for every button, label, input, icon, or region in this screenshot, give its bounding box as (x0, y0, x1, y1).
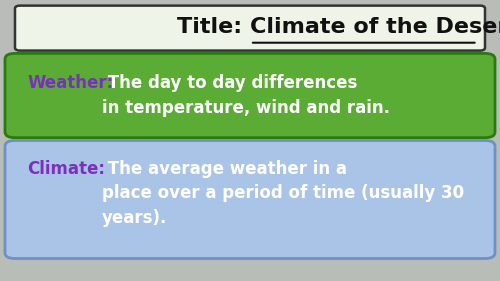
Text: Climate of the Desert: Climate of the Desert (250, 17, 500, 37)
Text: Title:: Title: (177, 17, 250, 37)
FancyBboxPatch shape (5, 53, 495, 138)
Text: Weather:: Weather: (28, 74, 114, 92)
FancyBboxPatch shape (5, 140, 495, 259)
Text: The day to day differences
in temperature, wind and rain.: The day to day differences in temperatur… (102, 74, 390, 117)
FancyBboxPatch shape (15, 6, 485, 51)
Text: The average weather in a
place over a period of time (usually 30
years).: The average weather in a place over a pe… (102, 160, 464, 227)
Text: Climate:: Climate: (28, 160, 106, 178)
